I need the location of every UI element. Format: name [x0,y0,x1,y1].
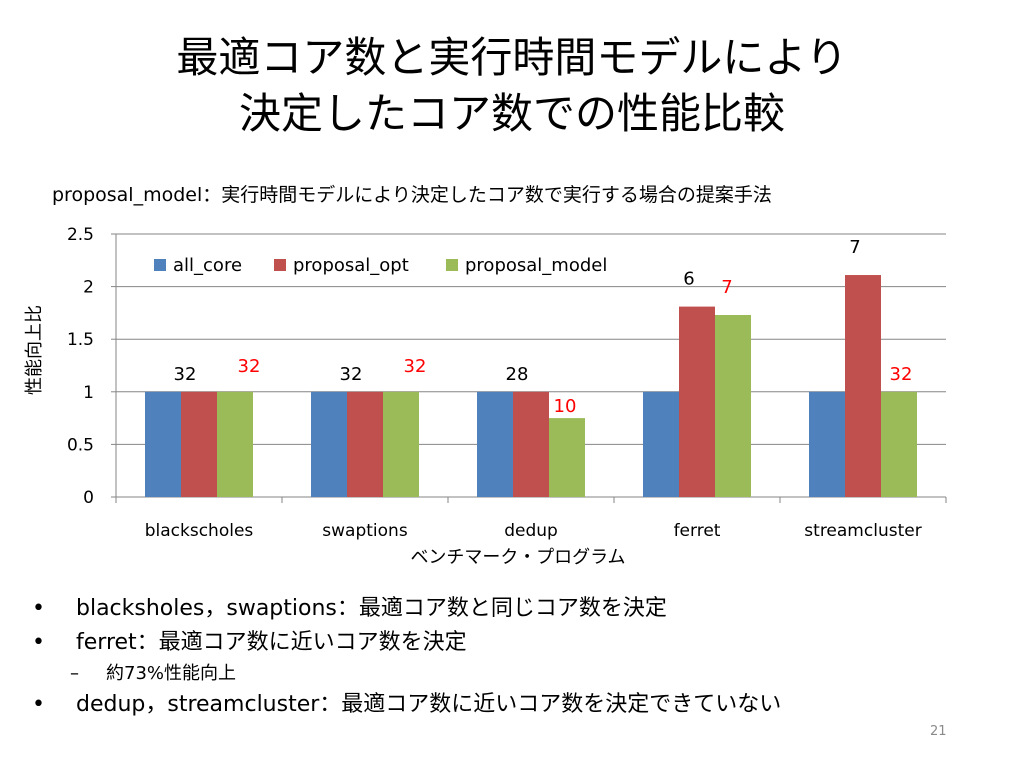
bar-all_core-blackscholes [145,391,181,497]
data-label-proposal_model: 10 [554,396,577,417]
bullet-item: • blacksholes，swaptions：最適コア数と同じコア数を決定 [30,592,990,626]
bar-proposal_model-swaptions [383,391,419,497]
y-tick-label: 1.5 [67,330,94,350]
bullet-text: ferret：最適コア数に近いコア数を決定 [76,630,467,655]
bullet-marker: • [32,596,45,621]
legend-swatch-proposal_model [446,259,458,271]
bullet-list: • blacksholes，swaptions：最適コア数と同じコア数を決定 •… [30,592,990,722]
legend-label: all_core [173,255,242,276]
sub-bullet-marker: – [70,663,79,684]
y-tick-label: 0.5 [67,435,94,455]
slide-title: 最適コア数と実行時間モデルにより 決定したコア数での性能比較 [0,30,1024,142]
x-tick-label: streamcluster [804,521,921,541]
bar-proposal_model-ferret [715,315,751,497]
bar-proposal_model-dedup [549,418,585,497]
data-label-proposal_opt: 32 [174,364,197,385]
page-number: 21 [930,724,947,739]
data-label-proposal_opt: 28 [506,364,529,385]
x-tick-label: swaptions [322,521,408,541]
bullet-text: dedup，streamcluster：最適コア数に近いコア数を決定できていない [76,692,782,717]
bullet-marker: • [32,692,45,717]
slide-title-line-2: 決定したコア数での性能比較 [238,89,785,138]
data-label-proposal_opt: 6 [683,269,694,290]
bar-proposal_opt-blackscholes [181,391,217,497]
data-label-proposal_model: 32 [890,364,913,385]
bar-proposal_model-blackscholes [217,391,253,497]
bar-all_core-ferret [643,391,679,497]
legend-swatch-all_core [154,259,166,271]
x-tick-label: blackscholes [145,521,254,541]
legend-swatch-proposal_opt [274,259,286,271]
sub-bullet-text: 約73%性能向上 [106,663,237,684]
y-tick-label: 2 [83,278,94,298]
data-label-proposal_opt: 7 [849,237,860,258]
data-label-proposal_model: 32 [238,356,261,377]
bar-proposal_opt-dedup [513,391,549,497]
y-axis-title: 性能向上比 [24,305,45,395]
bar-proposal_opt-ferret [679,306,715,497]
y-tick-label: 0 [83,488,94,508]
y-tick-label: 1 [83,383,94,403]
data-label-proposal_opt: 32 [340,364,363,385]
bar-proposal_opt-streamcluster [845,275,881,497]
x-axis-title: ベンチマーク・プログラム [410,547,625,568]
bullet-marker: • [32,630,45,655]
bar-all_core-dedup [477,391,513,497]
legend-label: proposal_opt [293,255,409,276]
x-tick-label: ferret [674,521,721,541]
y-tick-label: 2.5 [67,225,94,245]
bullet-text: blacksholes，swaptions：最適コア数と同じコア数を決定 [76,596,667,621]
data-label-proposal_model: 7 [721,277,732,298]
data-label-proposal_model: 32 [404,356,427,377]
slide-subtitle: proposal_model：実行時間モデルにより決定したコア数で実行する場合の… [52,184,772,206]
bullet-item: • ferret：最適コア数に近いコア数を決定 [30,626,990,660]
bar-proposal_model-streamcluster [881,391,917,497]
bar-proposal_opt-swaptions [347,391,383,497]
sub-bullet-item: – 約73%性能向上 [30,660,990,688]
bullet-item: • dedup，streamcluster：最適コア数に近いコア数を決定できてい… [30,688,990,722]
x-tick-label: dedup [504,521,558,541]
bar-all_core-swaptions [311,391,347,497]
performance-bar-chart: 0 0.5 1 1.5 2 2.5 blackscholes swaptions dedup fe… [24,225,947,568]
legend-label: proposal_model [465,255,607,276]
bar-all_core-streamcluster [809,391,845,497]
slide-title-line-1: 最適コア数と実行時間モデルにより [176,33,848,82]
